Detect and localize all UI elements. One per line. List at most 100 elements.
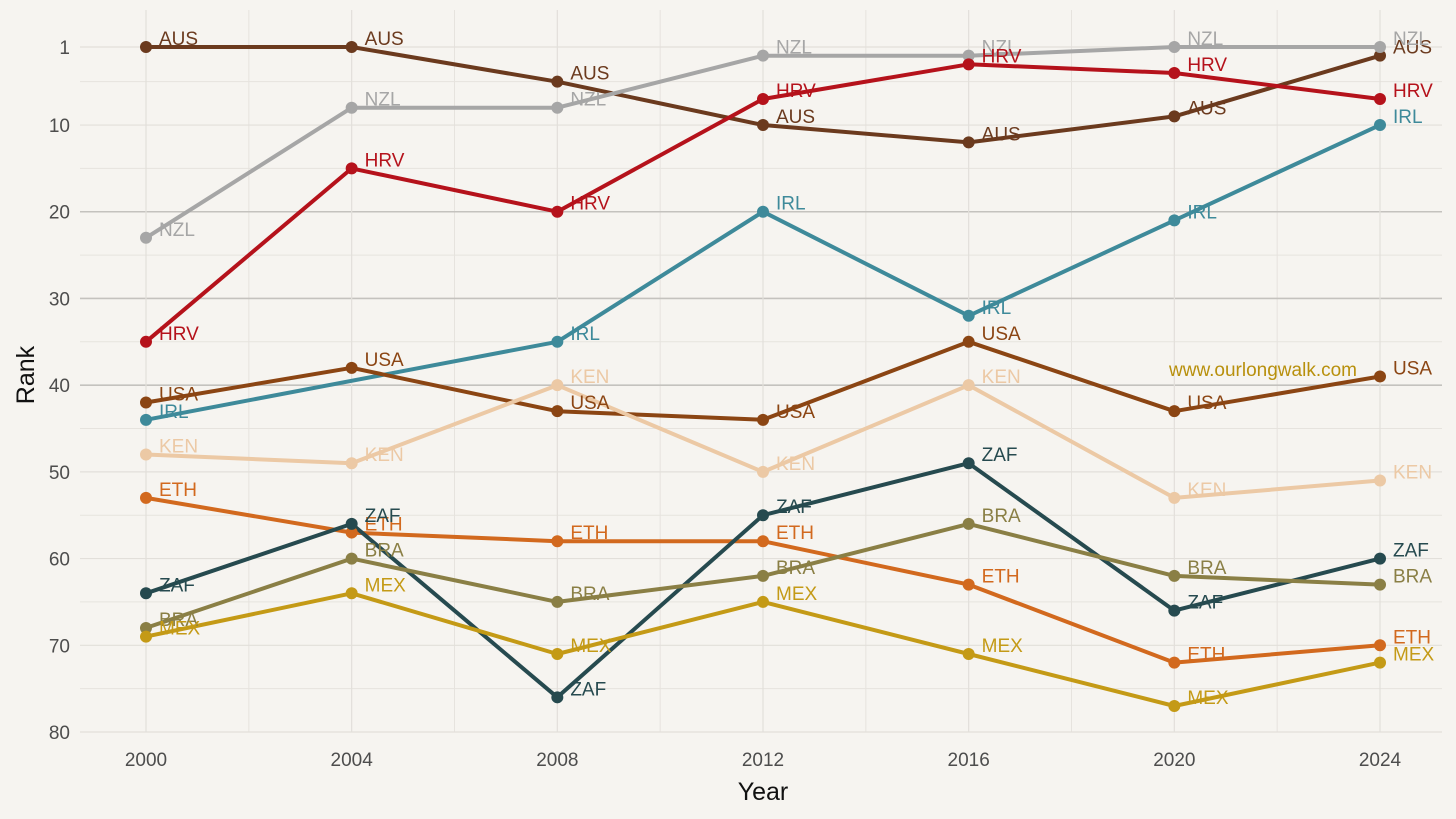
data-point-ken (345, 457, 358, 470)
data-point-bra (962, 517, 975, 530)
data-point-bra (345, 552, 358, 565)
data-point-zaf (1168, 604, 1181, 617)
point-label-nzl: NZL (570, 90, 606, 111)
point-label-mex: MEX (159, 619, 201, 640)
data-point-mex (757, 595, 769, 608)
data-point-nzl (757, 49, 769, 62)
data-point-hrv (962, 58, 975, 71)
point-label-bra: BRA (776, 558, 815, 579)
point-label-bra: BRA (982, 506, 1021, 527)
data-point-nzl (1374, 41, 1386, 53)
point-label-mex: MEX (1393, 645, 1435, 666)
x-tick-label: 2004 (331, 750, 374, 771)
data-point-usa (1168, 405, 1181, 418)
data-point-aus (140, 41, 152, 53)
data-point-eth (345, 526, 358, 539)
data-point-zaf (962, 457, 975, 470)
data-point-mex (140, 630, 152, 643)
data-point-zaf (345, 517, 358, 530)
point-label-zaf: ZAF (1393, 541, 1429, 562)
point-label-eth: ETH (776, 523, 814, 544)
point-label-nzl: NZL (1393, 29, 1429, 50)
point-label-hrv: HRV (1187, 55, 1227, 76)
data-point-hrv (1374, 93, 1386, 106)
y-tick-label: 70 (49, 636, 70, 657)
point-label-usa: USA (159, 385, 198, 406)
point-label-ken: KEN (1393, 463, 1432, 484)
data-point-ken (962, 379, 975, 392)
x-tick-label: 2016 (948, 750, 990, 771)
data-point-ken (1374, 474, 1386, 487)
data-point-aus (551, 75, 564, 88)
data-point-hrv (345, 162, 358, 175)
point-label-ken: KEN (570, 367, 609, 388)
data-point-mex (345, 587, 358, 600)
point-label-bra: BRA (365, 541, 404, 562)
data-point-irl (757, 205, 769, 218)
point-label-usa: USA (776, 402, 815, 423)
point-label-zaf: ZAF (570, 679, 606, 700)
point-label-irl: IRL (776, 194, 806, 215)
data-point-ken (140, 448, 152, 461)
point-label-irl: IRL (1393, 107, 1423, 128)
point-label-irl: IRL (982, 298, 1012, 319)
x-tick-label: 2012 (742, 750, 784, 771)
data-point-bra (1374, 578, 1386, 591)
y-axis-tick-labels: 1 10 20 30 40 50 60 70 80 (49, 38, 70, 744)
data-point-ken (1168, 491, 1181, 504)
point-label-usa: USA (982, 324, 1021, 345)
data-point-usa (345, 361, 358, 374)
point-label-nzl: NZL (776, 38, 812, 59)
data-point-irl (962, 309, 975, 322)
data-point-mex (1374, 656, 1386, 669)
point-label-zaf: ZAF (1187, 593, 1223, 614)
point-label-usa: USA (1393, 358, 1432, 379)
data-point-zaf (757, 509, 769, 522)
point-label-hrv: HRV (365, 150, 405, 171)
point-label-eth: ETH (365, 515, 403, 536)
point-label-bra: BRA (570, 584, 609, 605)
x-tick-label: 2008 (536, 750, 578, 771)
y-tick-label: 60 (49, 550, 70, 571)
point-label-mex: MEX (1187, 688, 1229, 709)
x-axis-title: Year (738, 778, 789, 806)
point-label-eth: ETH (570, 523, 608, 544)
point-label-ken: KEN (365, 445, 404, 466)
point-label-nzl: NZL (365, 90, 401, 111)
data-point-nzl (1168, 41, 1181, 53)
point-label-eth: ETH (1393, 627, 1431, 648)
data-point-aus (1374, 49, 1386, 62)
point-label-usa: USA (570, 393, 609, 414)
point-label-hrv: HRV (570, 194, 610, 215)
data-point-eth (1374, 639, 1386, 652)
data-point-nzl (551, 101, 564, 114)
data-point-usa (757, 413, 769, 426)
point-label-zaf: ZAF (159, 575, 195, 596)
data-point-hrv (757, 93, 769, 106)
point-label-hrv: HRV (1393, 81, 1433, 102)
data-point-aus (962, 136, 975, 149)
series-line-irl (144, 123, 1382, 422)
data-point-hrv (1168, 67, 1181, 80)
data-point-hrv (551, 205, 564, 218)
point-label-ken: KEN (1187, 480, 1226, 501)
data-point-usa (140, 396, 152, 409)
data-point-usa (962, 335, 975, 348)
data-point-mex (962, 647, 975, 660)
point-label-hrv: HRV (776, 81, 816, 102)
data-point-irl (140, 413, 152, 426)
x-axis-tick-labels: 2000 2004 2008 2012 2016 2020 2024 (125, 750, 1402, 771)
data-point-eth (757, 535, 769, 548)
data-point-irl (551, 335, 564, 348)
data-point-hrv (140, 335, 152, 348)
data-point-ken (757, 465, 769, 478)
data-point-bra (757, 569, 769, 582)
data-point-zaf (551, 691, 564, 704)
point-label-aus: AUS (159, 29, 198, 50)
point-label-irl: IRL (1187, 202, 1217, 223)
data-point-aus (1168, 110, 1181, 123)
point-label-zaf: ZAF (365, 506, 401, 527)
